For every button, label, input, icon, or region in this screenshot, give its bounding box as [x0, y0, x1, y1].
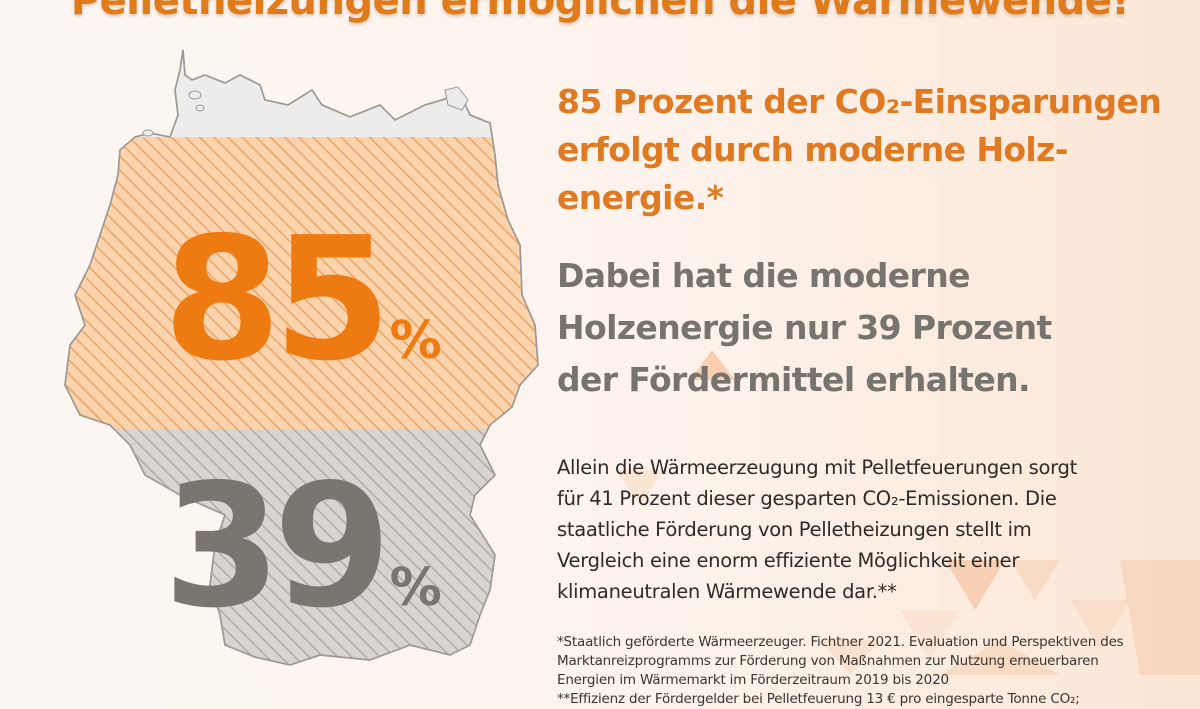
- body-line: für 41 Prozent dieser gesparten CO₂-Emis…: [557, 487, 1057, 510]
- headline-grey-line: Dabei hat die moderne: [557, 256, 971, 295]
- headline-grey-line: der Fördermittel erhalten.: [557, 360, 1031, 399]
- body-line: staatliche Förderung von Pelletheizungen…: [557, 518, 1032, 541]
- stat-85-percent: 85%: [163, 215, 442, 385]
- footnote-line: **Effizienz der Fördergelder bei Pelletf…: [557, 691, 1080, 707]
- body-paragraph: Allein die Wärmeerzeugung mit Pelletfeue…: [557, 452, 1157, 607]
- headline-grey-line: Holzenergie nur 39 Prozent: [557, 308, 1052, 347]
- page-title: Pelletheizungen ermöglichen die Wärmewen…: [70, 0, 1130, 24]
- headline-funding: Dabei hat die moderne Holzenergie nur 39…: [557, 250, 1177, 406]
- germany-map: [64, 49, 539, 666]
- stat-39-value: 39: [163, 448, 392, 646]
- headline-orange-line: energie.*: [557, 178, 724, 217]
- stat-39-percent: 39%: [163, 462, 442, 632]
- stat-85-value: 85: [163, 201, 392, 399]
- footnote-line: Energien im Wärmemarkt im Förderzeitraum…: [557, 672, 949, 688]
- body-line: klimaneutralen Wärmewende dar.**: [557, 580, 897, 603]
- headline-orange-line: erfolgt durch moderne Holz-: [557, 130, 1068, 169]
- body-line: Allein die Wärmeerzeugung mit Pelletfeue…: [557, 456, 1077, 479]
- body-line: Vergleich eine enorm effiziente Möglichk…: [557, 549, 1020, 572]
- footnotes: *Staatlich geförderte Wärmeerzeuger. Fic…: [557, 633, 1197, 709]
- footnote-line: Marktanreizprogramms zur Förderung von M…: [557, 653, 1099, 669]
- headline-orange-line: 85 Prozent der CO₂-Einsparungen: [557, 82, 1162, 121]
- footnote-line: *Staatlich geförderte Wärmeerzeuger. Fic…: [557, 634, 1124, 650]
- headline-co2-savings: 85 Prozent der CO₂-Einsparungen erfolgt …: [557, 78, 1177, 222]
- stat-85-unit: %: [389, 311, 442, 371]
- stat-39-unit: %: [389, 558, 442, 618]
- text-column: 85 Prozent der CO₂-Einsparungen erfolgt …: [557, 78, 1177, 709]
